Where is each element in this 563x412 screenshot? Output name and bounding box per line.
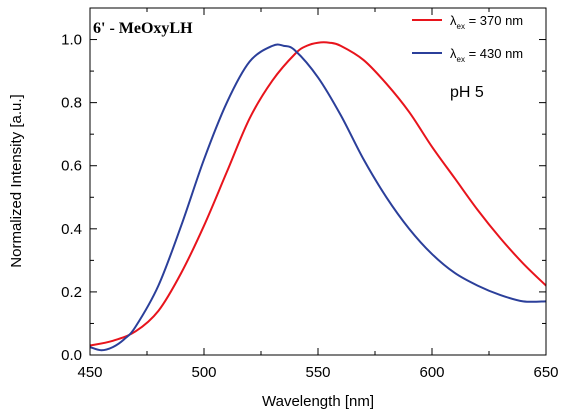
x-tick-label: 500 bbox=[191, 364, 216, 381]
x-tick-label: 600 bbox=[419, 364, 444, 381]
y-tick-label: 0.8 bbox=[61, 95, 82, 112]
y-tick-label: 0.4 bbox=[61, 221, 82, 238]
x-tick-label: 550 bbox=[305, 364, 330, 381]
series-line-0 bbox=[89, 41, 547, 347]
legend: λex = 370 nm λex = 430 nm bbox=[412, 13, 523, 64]
y-axis-ticks: 0.0 0.2 0.4 0.6 0.8 1.0 bbox=[61, 7, 546, 364]
series-layer bbox=[89, 41, 547, 352]
y-tick-label: 0.6 bbox=[61, 158, 82, 175]
legend-label-430: λex = 430 nm bbox=[450, 46, 523, 64]
x-axis-label: Wavelength [nm] bbox=[262, 393, 374, 410]
x-axis-ticks: 450 500 550 600 650 bbox=[77, 8, 559, 381]
legend-label-370: λex = 370 nm bbox=[450, 13, 523, 31]
y-axis-label: Normalized Intensity [a.u.] bbox=[8, 94, 25, 267]
y-tick-label: 1.0 bbox=[61, 32, 82, 49]
x-tick-label: 650 bbox=[533, 364, 558, 381]
y-tick-label: 0.0 bbox=[61, 347, 82, 364]
chart-title: 6' - MeOxyLH bbox=[93, 20, 193, 37]
y-tick-label: 0.2 bbox=[61, 284, 82, 301]
ph-annotation: pH 5 bbox=[450, 84, 484, 101]
series-line-1 bbox=[89, 43, 547, 352]
x-tick-label: 450 bbox=[77, 364, 102, 381]
